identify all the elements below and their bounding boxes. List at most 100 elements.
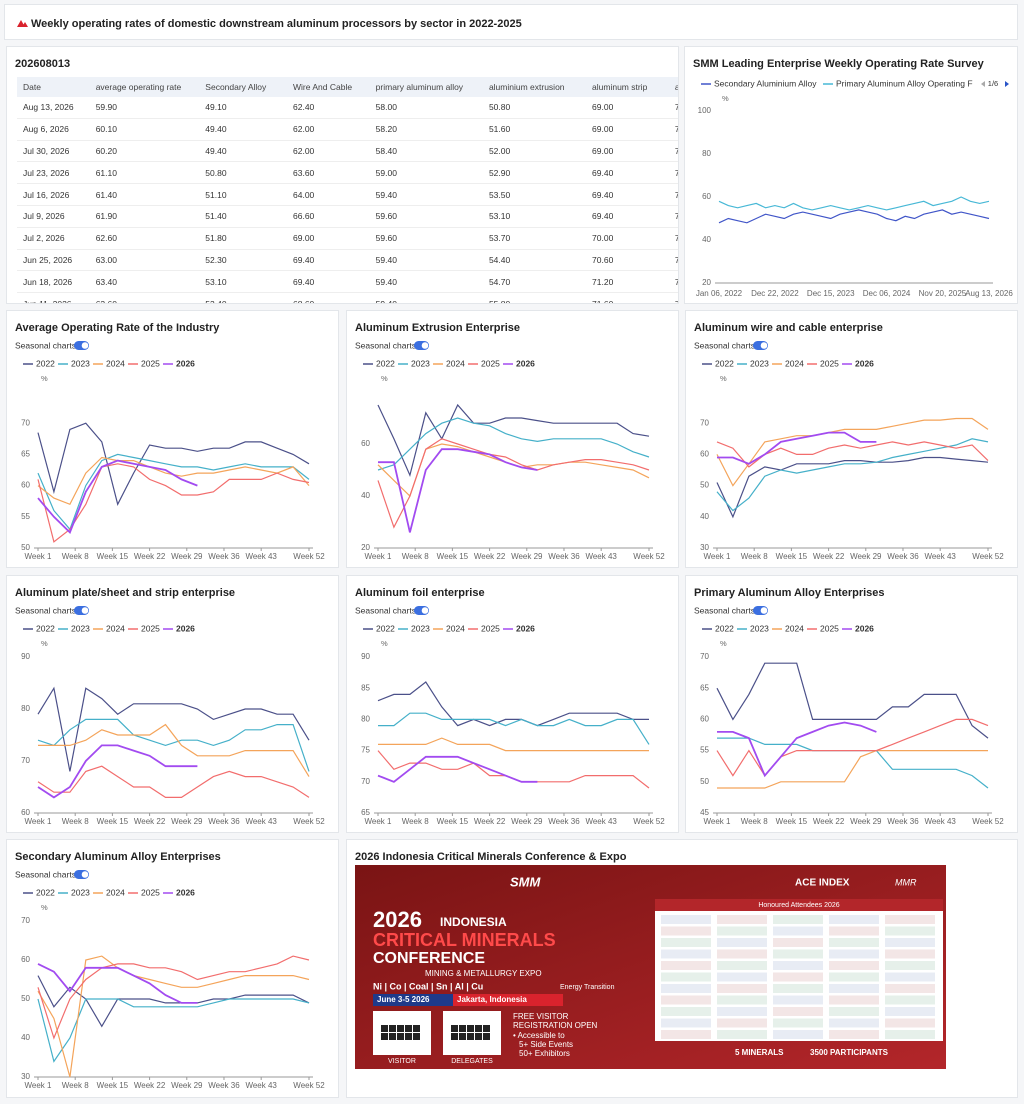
chart-panel: Average Operating Rate of the Industry Se… <box>6 310 339 568</box>
reg: FREE VISITOR <box>513 1012 569 1021</box>
series-line <box>37 975 310 1028</box>
legend-label[interactable]: Primary Aluminum Alloy Operating F <box>836 78 973 88</box>
series-line <box>37 453 310 531</box>
legend-label[interactable]: 2025 <box>820 358 839 368</box>
legend-label[interactable]: 2024 <box>106 623 125 633</box>
legend-label[interactable]: 2023 <box>71 887 90 897</box>
toggle-label: Seasonal charts <box>355 340 416 350</box>
reg: 5+ Side Events <box>519 1040 573 1049</box>
toggle-label: Seasonal charts <box>694 605 755 615</box>
logo <box>773 1007 823 1016</box>
legend-label[interactable]: 2025 <box>820 623 839 633</box>
logo <box>773 1030 823 1039</box>
legend-label[interactable]: 2025 <box>481 358 500 368</box>
legend-label[interactable]: 2023 <box>411 623 430 633</box>
toggle-knob[interactable] <box>81 871 89 878</box>
legend-label[interactable]: 2025 <box>141 358 160 368</box>
cell: 71.60 <box>586 292 669 303</box>
cell: 63.60 <box>287 161 370 185</box>
x-tick-label: Week 15 <box>776 817 808 826</box>
legend-label[interactable]: 2022 <box>376 623 395 633</box>
legend-label[interactable]: 2024 <box>106 358 125 368</box>
series-line <box>717 721 877 778</box>
series-line <box>37 765 310 798</box>
chart-panel: SMM Leading Enterprise Weekly Operating … <box>684 46 1018 304</box>
legend-label[interactable]: 2024 <box>785 623 804 633</box>
legend-label[interactable]: 2022 <box>715 623 734 633</box>
pager-next[interactable] <box>1005 81 1009 87</box>
qr-cell <box>413 1033 420 1040</box>
x-tick-label: Week 1 <box>25 817 53 826</box>
legend-label[interactable]: 2026 <box>855 623 874 633</box>
cell: 62.40 <box>287 97 370 119</box>
legend-label[interactable]: 2026 <box>176 358 195 368</box>
y-tick-label: 40 <box>702 235 711 244</box>
x-tick-label: Nov 20, 2025 <box>919 289 967 298</box>
legend-label[interactable]: 2024 <box>446 623 465 633</box>
legend-pager[interactable]: 1/6 <box>988 79 998 88</box>
legend-label[interactable]: 2022 <box>36 358 55 368</box>
legend-label[interactable]: 2025 <box>141 887 160 897</box>
qr-cell <box>483 1025 490 1032</box>
legend-label[interactable]: 2025 <box>481 623 500 633</box>
legend-label[interactable]: 2023 <box>750 358 769 368</box>
cell: 59.60 <box>369 205 483 228</box>
legend-label[interactable]: 2026 <box>516 358 535 368</box>
pager-prev[interactable] <box>981 81 985 87</box>
header-row: Date average operating rate Secondary Allo… <box>17 77 678 97</box>
logo <box>773 926 823 936</box>
toggle-knob[interactable] <box>760 342 768 349</box>
x-tick-label: Week 43 <box>245 552 277 561</box>
y-tick-label: 70 <box>700 418 709 427</box>
legend-label[interactable]: 2024 <box>106 887 125 897</box>
y-tick-label: 40 <box>21 1033 30 1042</box>
legend-label[interactable]: 2022 <box>36 623 55 633</box>
legend-label[interactable]: 2024 <box>446 358 465 368</box>
legend-label[interactable]: 2025 <box>141 623 160 633</box>
legend-label[interactable]: 2022 <box>376 358 395 368</box>
logo <box>773 995 823 1005</box>
legend-label[interactable]: 2023 <box>411 358 430 368</box>
chart-panel: Aluminum foil enterprise Seasonal charts 2… <box>346 575 679 833</box>
column-header[interactable]: Date <box>17 77 90 97</box>
ad[interactable]: SMM ACE INDEX MMR 2026 INDONESIA CRITICA… <box>355 865 946 1069</box>
legend-label[interactable]: 2022 <box>715 358 734 368</box>
series-line <box>378 712 650 745</box>
toggle-knob[interactable] <box>760 607 768 614</box>
series-line <box>377 403 650 478</box>
logo <box>829 938 879 947</box>
legend-label[interactable]: 2023 <box>750 623 769 633</box>
x-tick-label: Jan 06, 2022 <box>696 289 743 298</box>
cell: 63.00 <box>89 249 200 272</box>
reg: 50+ Exhibitors <box>519 1049 570 1058</box>
toggle-knob[interactable] <box>421 607 429 614</box>
chart-title: Aluminum plate/sheet and strip enterpris… <box>15 587 235 599</box>
legend-label[interactable]: 2026 <box>176 623 195 633</box>
x-tick-label: Week 1 <box>704 817 732 826</box>
logo <box>773 961 823 970</box>
legend-label[interactable]: 2026 <box>516 623 535 633</box>
legend-label[interactable]: 2026 <box>176 887 195 897</box>
logo <box>773 1018 823 1028</box>
toggle-knob[interactable] <box>81 342 89 349</box>
series-line <box>37 744 198 799</box>
table-row: Jun 25, 2026 63.00 52.30 69.40 59.40 54.40 70.… <box>17 249 678 272</box>
series-line <box>377 438 650 529</box>
toggle-label: Seasonal charts <box>694 340 755 350</box>
x-tick-label: Dec 22, 2022 <box>751 289 799 298</box>
series-line <box>37 456 310 506</box>
cell: 61.90 <box>89 205 200 228</box>
legend-label[interactable]: 2022 <box>36 887 55 897</box>
toggle-knob[interactable] <box>81 607 89 614</box>
legend-label[interactable]: 2024 <box>785 358 804 368</box>
legend-label[interactable]: 2026 <box>855 358 874 368</box>
place-box <box>453 994 563 1006</box>
legend-label[interactable]: 2023 <box>71 623 90 633</box>
legend-label[interactable]: 2023 <box>71 358 90 368</box>
toggle-knob[interactable] <box>421 342 429 349</box>
cell: Jul 9, 2026 <box>17 205 90 228</box>
y-tick-label: 100 <box>698 106 712 115</box>
legend-label[interactable]: Secondary Aluminium Alloy <box>714 78 817 88</box>
x-tick-label: Week 15 <box>437 817 469 826</box>
qr-cell <box>459 1033 466 1040</box>
